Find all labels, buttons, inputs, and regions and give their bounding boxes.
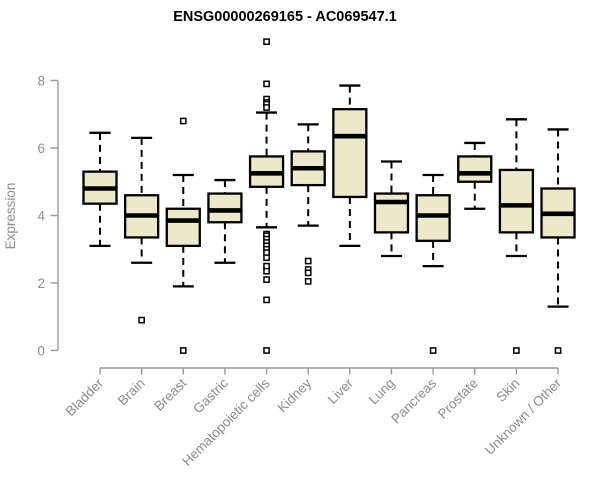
x-tick-label-kidney: Kidney [275,375,315,415]
box-prostate [457,155,493,183]
outlier-hematopoietic-cells-17 [263,296,270,304]
outlier-brain-0 [138,316,145,324]
outlier-skin-0 [513,347,520,354]
outlier-kidney-2 [304,269,312,277]
box-lung [373,192,410,234]
outlier-kidney-3 [304,277,312,285]
x-tick-label-brain: Brain [115,376,148,409]
outlier-hematopoietic-cells-16 [263,276,270,283]
box-liver [332,108,368,199]
x-tick-label-lung: Lung [366,376,398,408]
box-breast [165,207,201,248]
outlier-hematopoietic-cells-5 [263,104,270,111]
y-tick-label: 2 [37,276,45,291]
y-tick-label: 6 [37,141,45,156]
y-tick-label: 0 [37,344,45,359]
x-tick-label-pancreas: Pancreas [388,375,439,426]
outlier-hematopoietic-cells-0 [263,38,270,46]
x-tick-label-liver: Liver [325,375,357,407]
x-tick-label-gastric: Gastric [190,375,231,416]
y-tick-label: 4 [37,209,45,224]
x-tick-label-unknown-other: Unknown / Other [482,375,565,458]
y-axis-label: Expression [3,183,18,250]
outlier-hematopoietic-cells-1 [263,80,270,88]
box-gastric [207,192,243,224]
outlier-breast-1 [179,347,187,354]
x-tick-label-bladder: Bladder [63,375,107,419]
x-tick-label-breast: Breast [151,375,189,413]
outlier-pancreas-0 [429,347,437,354]
outlier-breast-0 [179,117,187,125]
y-tick-label: 8 [37,74,45,89]
outlier-kidney-0 [304,257,312,265]
outlier-hematopoietic-cells-18 [263,347,270,354]
x-tick-label-prostate: Prostate [435,376,481,422]
box-skin [498,168,535,234]
outlier-unknown-other-0 [554,347,562,354]
x-tick-label-skin: Skin [493,376,522,405]
outlier-hematopoietic-cells-13 [263,254,270,262]
chart-title: ENSG00000269165 - AC069547.1 [173,9,397,25]
box-pancreas [415,194,451,242]
outlier-hematopoietic-cells-15 [263,267,270,275]
